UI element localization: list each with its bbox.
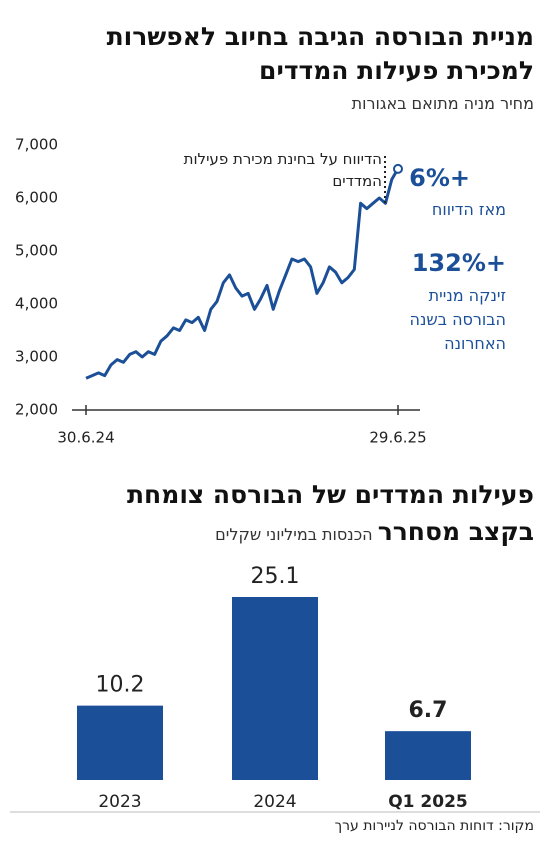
chart-subtitle: הכנסות במיליוני שקלים (215, 525, 373, 544)
value-label: 10.2 (96, 673, 145, 698)
price-line (85, 168, 400, 380)
bar (232, 597, 318, 780)
end-point (393, 163, 403, 174)
y-tick-label: 3,000 (15, 348, 58, 366)
y-tick-label: 6,000 (15, 189, 58, 207)
annotation: +132% (411, 249, 506, 277)
y-tick-label: 2,000 (15, 401, 58, 419)
value-label: 25.1 (251, 564, 300, 589)
chart-title: מניית הבורסה הגיבה בחיוב לאפשרות למכירת … (106, 22, 534, 85)
x-tick-label: 30.6.24 (57, 429, 114, 447)
annotation: זינקה מניית הבורסה בשנה האחרונה (409, 286, 506, 353)
annotation: +6% (409, 164, 470, 192)
y-tick-label: 7,000 (15, 136, 58, 154)
bar (77, 705, 163, 780)
value-label: 6.7 (409, 698, 448, 723)
chart-title: פעילות המדדים של הבורסה צומחת בקצב מסחרר (126, 480, 534, 546)
annotation: הדיווח על בחינת מכירת פעילות המדדים (183, 150, 382, 190)
y-tick-label: 4,000 (15, 295, 58, 313)
chart-heading: פעילות המדדים של הבורסה צומחת בקצב מסחרר… (64, 478, 534, 552)
source: מקור: דוחות הבורסה לניירות ערך (334, 818, 534, 834)
x-tick-label: Q1 2025 (388, 792, 468, 812)
x-tick-label: 2024 (253, 792, 296, 812)
bar (385, 731, 471, 780)
x-tick-label: 29.6.25 (369, 429, 426, 447)
annotation: מאז הדיווח (431, 200, 506, 219)
chart-subtitle: מחיר מניה מתואם באגורות (351, 94, 534, 113)
y-tick-label: 5,000 (15, 242, 58, 260)
x-tick-label: 2023 (98, 792, 141, 812)
